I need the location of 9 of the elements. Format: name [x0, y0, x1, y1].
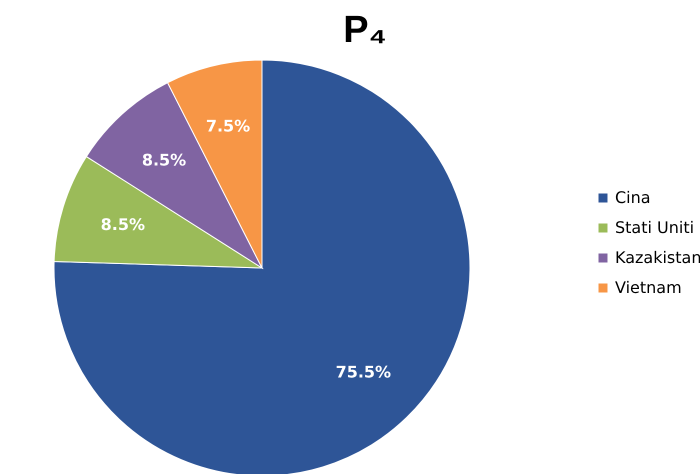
legend-label: Vietnam: [615, 278, 682, 297]
chart-title: P₄: [343, 9, 387, 51]
data-label: 8.5%: [100, 215, 146, 234]
legend-label: Cina: [615, 188, 651, 207]
data-label: 7.5%: [206, 116, 250, 136]
data-label: 75.5%: [336, 362, 392, 382]
legend-label: Stati Uniti: [615, 218, 694, 237]
data-label: 8.5%: [142, 150, 186, 170]
legend-label: Kazakistan: [615, 248, 700, 267]
